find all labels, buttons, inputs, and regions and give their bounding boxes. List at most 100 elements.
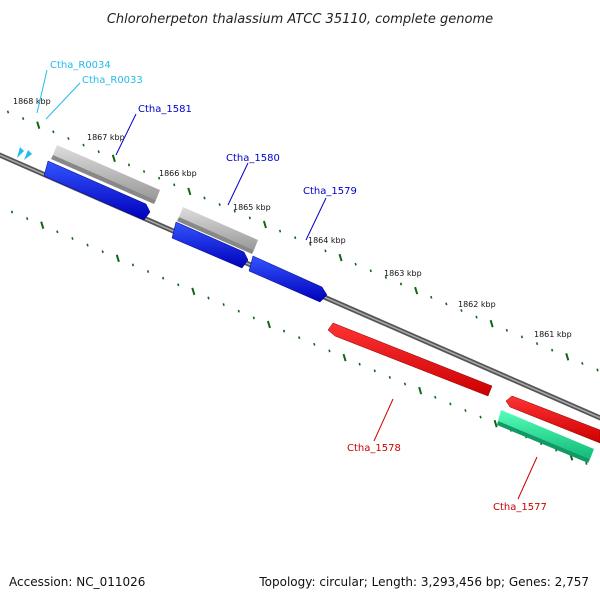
scale-labels: 1868 kbp 1867 kbp 1866 kbp 1865 kbp 1864… [13,97,572,339]
minor-tick [551,348,554,352]
minor-tick [52,130,55,134]
minor-tick [6,110,10,114]
scale-label: 1864 kbp [308,236,346,245]
minor-tick [177,283,180,287]
scale-label: 1866 kbp [159,169,197,178]
gene-ctha-1578[interactable] [327,322,493,397]
major-tick [489,319,494,328]
minor-tick [535,342,539,346]
minor-tick [475,315,478,319]
minor-tick [218,203,221,207]
scale-label: 1862 kbp [458,300,496,309]
minor-tick [298,336,301,340]
major-tick [342,353,347,362]
accession-text: Accession: NC_011026 [9,575,145,589]
gene-label-ctha-1580[interactable]: Ctha_1580 [226,153,280,164]
minor-tick [449,402,452,406]
major-tick [115,254,120,263]
gene-label-ctha-1579[interactable]: Ctha_1579 [303,186,357,197]
scale-ticks-outer [6,110,599,372]
map-title: Chloroherpeton thalassium ATCC 35110, co… [107,12,493,27]
major-tick [493,419,498,428]
minor-tick [203,196,206,200]
gene-label-ctha-1581[interactable]: Ctha_1581 [138,104,192,115]
minor-tick [585,461,588,465]
gene-ctha-1577[interactable] [505,395,600,444]
minor-tick [233,209,236,213]
minor-tick [252,316,255,320]
scale-label: 1868 kbp [13,97,51,106]
minor-tick [479,415,482,419]
minor-tick [520,335,524,339]
minor-tick [162,276,165,280]
minor-tick [596,368,599,372]
minor-tick [56,230,59,234]
gene-ctha-1579[interactable] [248,255,328,303]
scale-label: 1861 kbp [534,330,572,339]
major-tick [338,253,343,262]
major-tick [418,386,423,395]
minor-tick [358,362,361,366]
minor-tick [434,395,437,399]
major-tick [262,220,267,229]
minor-tick [464,409,467,412]
minor-tick [399,282,403,286]
scale-ticks-inner [10,210,588,465]
minor-tick [222,303,225,307]
gene-ctha-1580[interactable] [171,221,249,269]
minor-tick [248,216,251,220]
gene-label-ctha-r0033[interactable]: Ctha_R0033 [82,75,143,86]
minor-tick [158,176,161,180]
gene-ctha-r0033[interactable] [24,150,32,160]
minor-tick [505,328,508,332]
gene-label-ctha-1578[interactable]: Ctha_1578 [347,443,401,454]
major-tick [111,154,116,163]
minor-tick [82,143,85,147]
minor-tick [146,270,150,273]
minor-tick [67,137,70,140]
minor-tick [309,242,312,246]
minor-tick [127,163,131,167]
minor-tick [313,342,316,346]
minor-tick [294,236,297,240]
label-leaders [36,69,538,500]
minor-tick [328,349,331,353]
major-tick [266,320,271,329]
gene-label-ctha-r0034[interactable]: Ctha_R0034 [50,60,111,71]
minor-tick [445,302,448,306]
minor-tick [388,375,391,379]
gray-feature[interactable] [51,145,160,204]
green-feature[interactable] [497,410,594,463]
major-tick [414,286,419,295]
minor-tick [384,275,387,279]
minor-tick [142,170,146,173]
minor-tick [26,217,29,221]
minor-tick [97,150,100,154]
scale-label: 1863 kbp [384,269,422,278]
minor-tick [131,263,135,267]
minor-tick [324,249,327,253]
minor-tick [10,210,14,214]
gene-ctha-r0034[interactable] [17,147,24,158]
minor-tick [71,237,74,240]
major-tick [565,353,570,361]
major-tick [191,287,196,296]
minor-tick [86,243,89,247]
major-tick [36,121,41,129]
minor-tick [101,250,104,254]
scale-label: 1865 kbp [233,203,271,212]
gene-label-ctha-1577[interactable]: Ctha_1577 [493,502,547,513]
minor-tick [403,382,407,386]
genome-summary-text: Topology: circular; Length: 3,293,456 bp… [258,575,589,589]
minor-tick [430,295,433,299]
minor-tick [22,117,25,121]
major-tick [187,187,192,196]
minor-tick [278,229,282,233]
minor-tick [354,262,357,266]
gray-feature[interactable] [177,207,258,254]
minor-tick [173,183,176,187]
gene-ctha-1581[interactable] [43,160,151,221]
minor-tick [207,296,210,300]
